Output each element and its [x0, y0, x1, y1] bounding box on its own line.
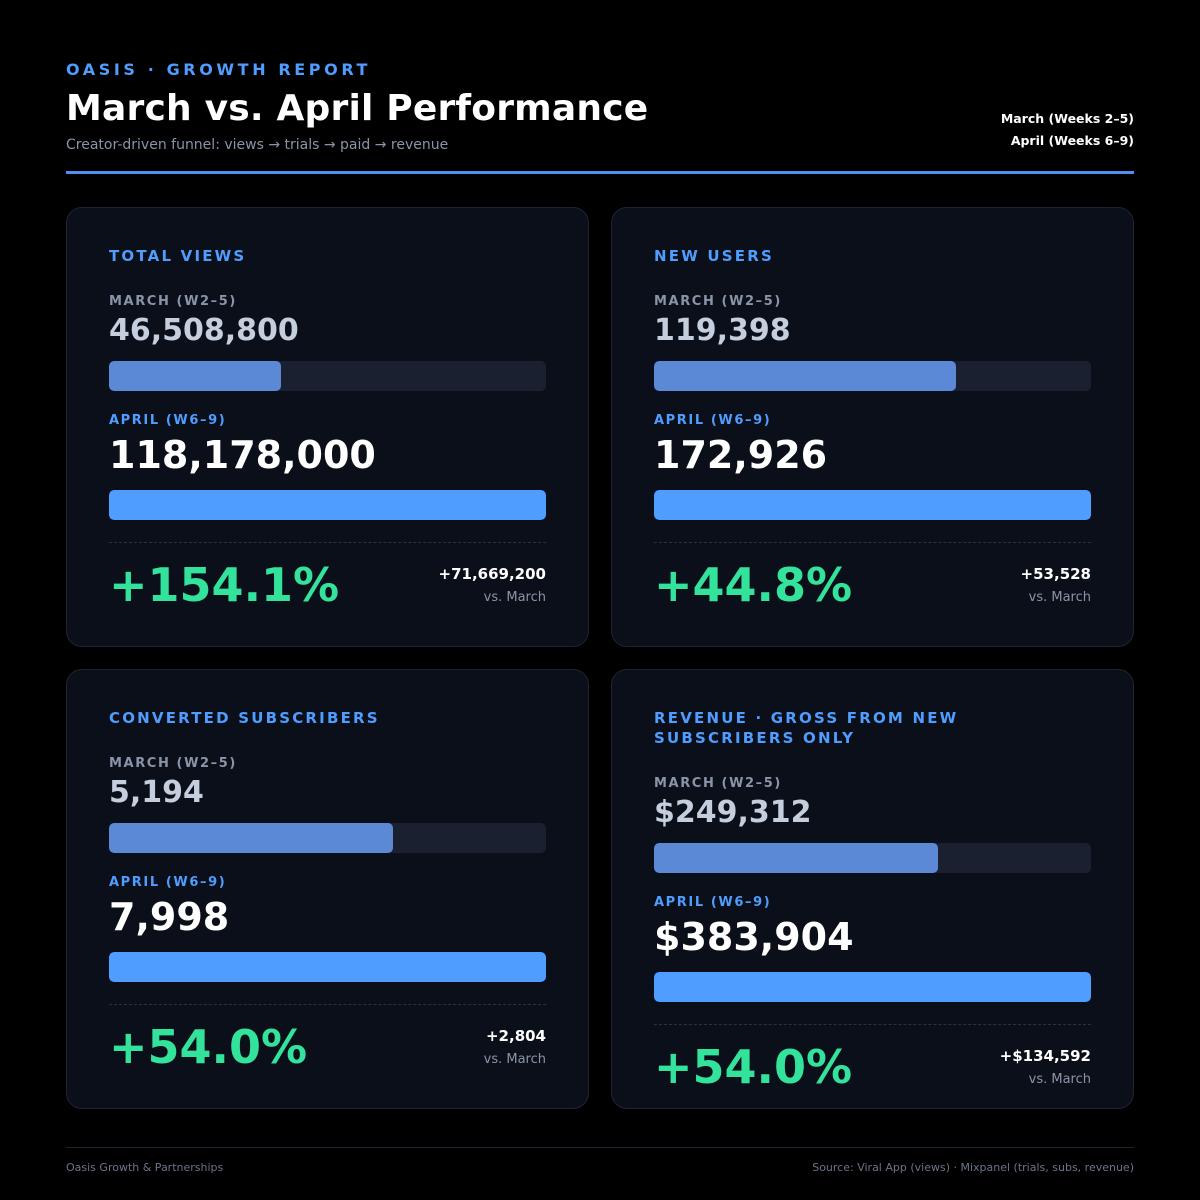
march-bar-fill: [109, 361, 281, 391]
metric-card-new-users: NEW USERS MARCH (W2–5) 119,398 APRIL (W6…: [611, 207, 1134, 647]
march-bar-fill: [654, 361, 956, 391]
march-bar-track: [109, 361, 546, 391]
change-summary: +154.1% +71,669,200 vs. March: [109, 543, 546, 621]
march-bar-fill: [109, 823, 393, 853]
period-march: March (Weeks 2–5): [1000, 111, 1134, 126]
comparison-note: vs. March: [483, 590, 546, 605]
report-header: OASIS · GROWTH REPORT March vs. April Pe…: [66, 60, 1134, 153]
page-subtitle: Creator-driven funnel: views → trials → …: [66, 137, 449, 153]
april-bar-fill: [654, 972, 1091, 1002]
absolute-delta: +$134,592: [999, 1047, 1091, 1065]
report-eyebrow: OASIS · GROWTH REPORT: [66, 60, 372, 79]
march-label: MARCH (W2–5): [654, 294, 782, 309]
march-value: 119,398: [654, 313, 791, 348]
footer-source: Source: Viral App (views) · Mixpanel (tr…: [812, 1161, 1134, 1174]
card-divider: [109, 1004, 546, 1005]
page-title: March vs. April Performance: [66, 88, 649, 129]
april-label: APRIL (W6–9): [109, 875, 227, 890]
march-value: 5,194: [109, 775, 204, 810]
card-title: REVENUE · GROSS FROM NEW SUBSCRIBERS ONL…: [654, 709, 959, 747]
absolute-delta: +71,669,200: [438, 565, 546, 583]
card-title: CONVERTED SUBSCRIBERS: [109, 709, 380, 727]
april-bar-fill: [109, 952, 546, 982]
april-bar-track: [109, 490, 546, 520]
march-label: MARCH (W2–5): [109, 294, 237, 309]
april-bar-fill: [654, 490, 1091, 520]
metric-card-revenue: REVENUE · GROSS FROM NEW SUBSCRIBERS ONL…: [611, 669, 1134, 1109]
april-bar-track: [109, 952, 546, 982]
march-value: 46,508,800: [109, 313, 299, 348]
absolute-delta: +2,804: [485, 1027, 546, 1045]
footer-divider: [66, 1147, 1134, 1148]
april-bar-fill: [109, 490, 546, 520]
april-value: $383,904: [654, 915, 854, 959]
period-april: April (Weeks 6–9): [1010, 133, 1134, 148]
march-label: MARCH (W2–5): [109, 756, 237, 771]
metric-card-converted-subscribers: CONVERTED SUBSCRIBERS MARCH (W2–5) 5,194…: [66, 669, 589, 1109]
change-summary: +54.0% +2,804 vs. March: [109, 1005, 546, 1083]
absolute-delta: +53,528: [1020, 565, 1091, 583]
change-summary: +44.8% +53,528 vs. March: [654, 543, 1091, 621]
march-value: $249,312: [654, 795, 812, 830]
april-label: APRIL (W6–9): [654, 413, 772, 428]
percent-change: +54.0%: [109, 1020, 308, 1074]
footer-credit: Oasis Growth & Partnerships: [66, 1161, 224, 1174]
april-bar-track: [654, 490, 1091, 520]
april-bar-track: [654, 972, 1091, 1002]
april-label: APRIL (W6–9): [654, 895, 772, 910]
header-divider: [66, 171, 1134, 174]
period-legend: March (Weeks 2–5) April (Weeks 6–9): [1001, 108, 1134, 152]
april-value: 172,926: [654, 433, 828, 477]
card-title: NEW USERS: [654, 247, 774, 265]
april-label: APRIL (W6–9): [109, 413, 227, 428]
comparison-note: vs. March: [1028, 1072, 1091, 1087]
march-bar-track: [109, 823, 546, 853]
percent-change: +154.1%: [109, 558, 340, 612]
percent-change: +44.8%: [654, 558, 853, 612]
card-divider: [654, 1024, 1091, 1025]
metric-card-total-views: TOTAL VIEWS MARCH (W2–5) 46,508,800 APRI…: [66, 207, 589, 647]
card-divider: [654, 542, 1091, 543]
march-bar-fill: [654, 843, 938, 873]
percent-change: +54.0%: [654, 1040, 853, 1094]
comparison-note: vs. March: [1028, 590, 1091, 605]
card-title: TOTAL VIEWS: [109, 247, 247, 265]
card-divider: [109, 542, 546, 543]
april-value: 7,998: [109, 895, 230, 939]
april-value: 118,178,000: [109, 433, 376, 477]
march-bar-track: [654, 843, 1091, 873]
comparison-note: vs. March: [483, 1052, 546, 1067]
march-bar-track: [654, 361, 1091, 391]
change-summary: +54.0% +$134,592 vs. March: [654, 1025, 1091, 1103]
march-label: MARCH (W2–5): [654, 776, 782, 791]
